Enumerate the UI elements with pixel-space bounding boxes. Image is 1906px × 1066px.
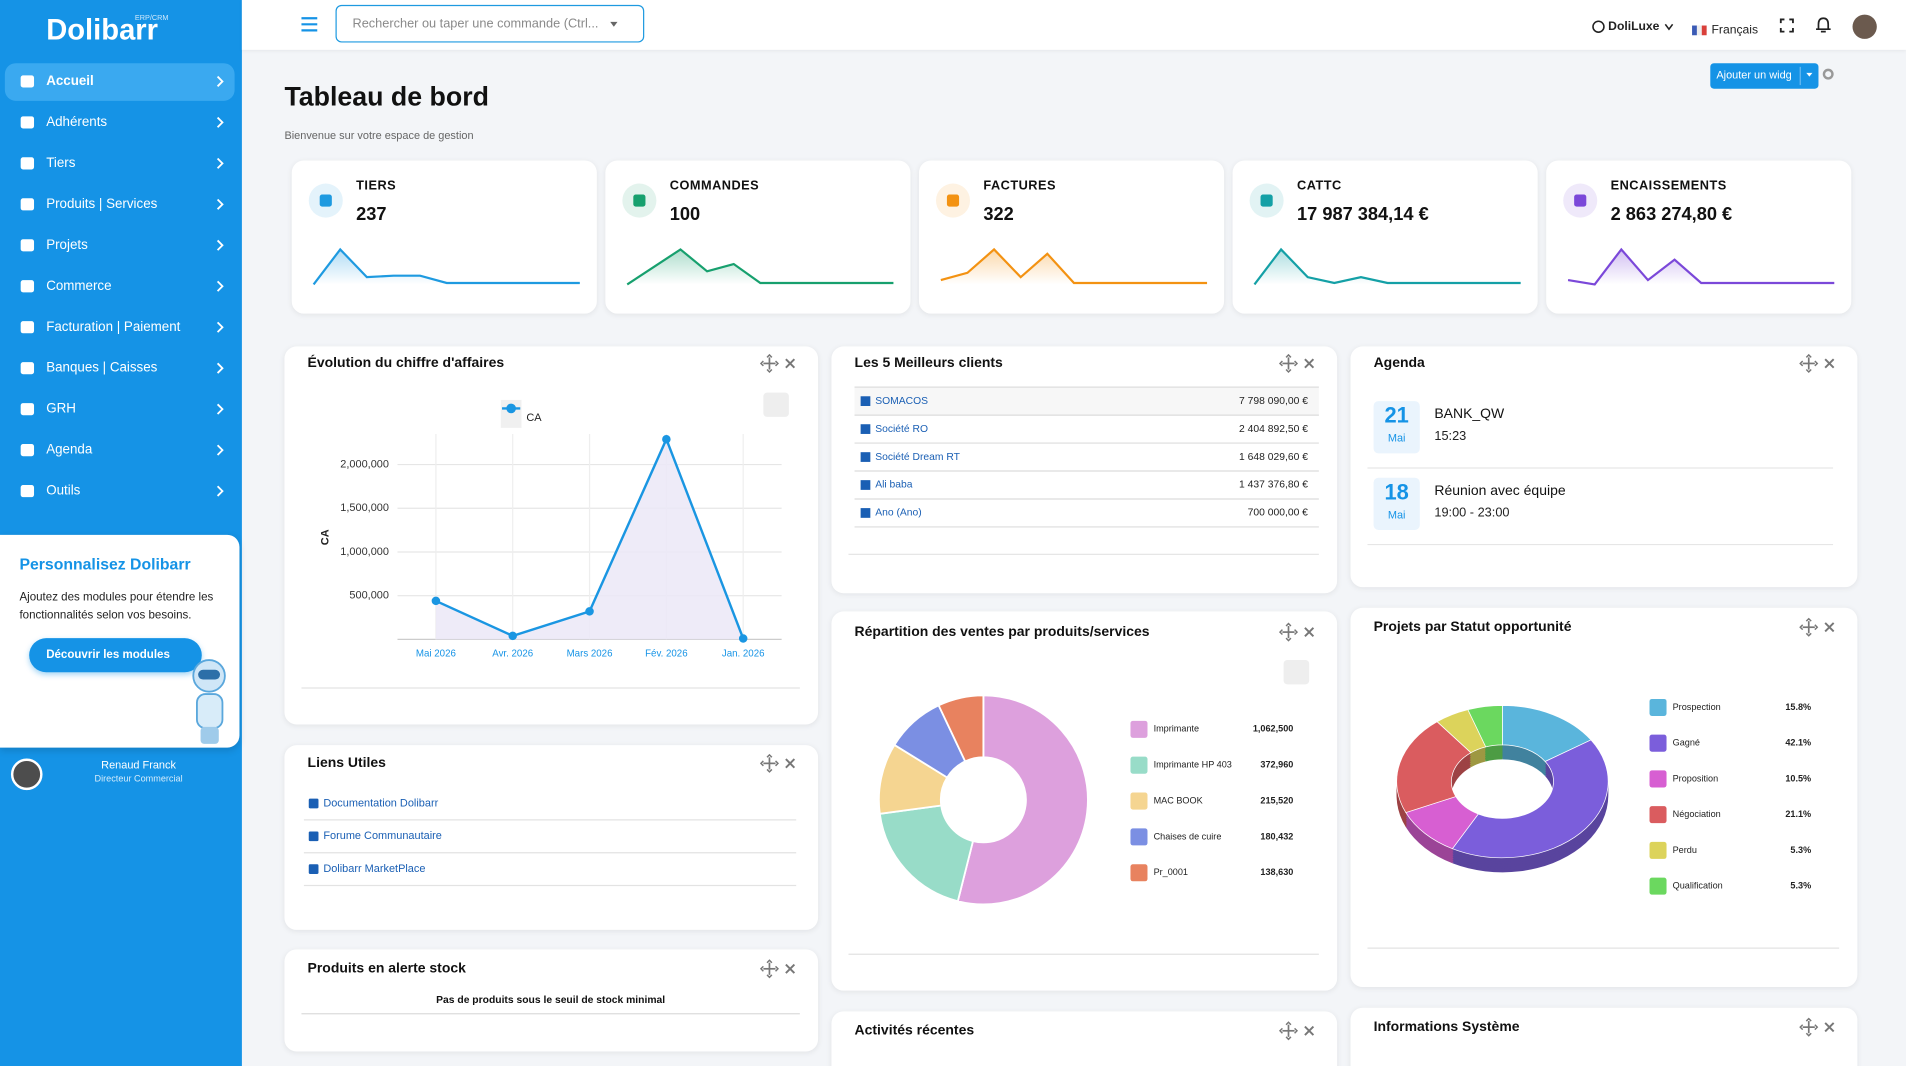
agenda-event[interactable] [1368, 396, 1842, 459]
kpi-card[interactable] [1546, 160, 1852, 314]
menu-item[interactable] [5, 145, 235, 183]
menu-item[interactable] [5, 227, 235, 265]
chart-menu-button[interactable] [763, 392, 789, 417]
widget-system [1350, 1007, 1858, 1066]
widget-move[interactable] [1279, 1021, 1298, 1040]
widget-move[interactable] [760, 959, 779, 978]
chart-menu-button[interactable] [1283, 660, 1310, 685]
widget-projects [1350, 607, 1858, 988]
fullscreen-button[interactable] [1776, 15, 1798, 37]
widget-links [284, 745, 819, 930]
kpi-card[interactable] [918, 160, 1225, 314]
widget-close[interactable] [1820, 618, 1839, 637]
widget-move[interactable] [1799, 1017, 1818, 1036]
menu-item[interactable] [5, 186, 235, 224]
menu-item[interactable] [5, 104, 235, 142]
menu-item[interactable] [5, 432, 235, 470]
notifications-button[interactable] [1812, 15, 1834, 37]
menu-item[interactable] [5, 350, 235, 388]
widget-close[interactable] [1299, 1021, 1318, 1040]
menu-item[interactable] [5, 473, 235, 511]
kpi-card[interactable] [291, 160, 597, 314]
menu-item[interactable] [5, 391, 235, 429]
widget-move[interactable] [760, 754, 779, 773]
user-menu[interactable] [1853, 15, 1877, 39]
menu-item[interactable] [5, 309, 235, 347]
page-subtitle: Bienvenue sur votre espace de gestion [284, 130, 473, 142]
entity-switch[interactable] [1588, 15, 1676, 39]
kpi-card[interactable] [605, 160, 911, 314]
widget-close[interactable] [1820, 354, 1839, 373]
promo-text: Ajoutez des modules pour étendre les fon… [19, 590, 214, 623]
widget-close[interactable] [1299, 622, 1318, 641]
widget-close[interactable] [780, 754, 799, 773]
widget-agenda [1350, 346, 1858, 588]
sidebar [0, 0, 242, 1066]
widget-move[interactable] [760, 354, 779, 373]
widget-top-clients [831, 346, 1338, 594]
widget-revenue [284, 346, 819, 725]
add-widget-button[interactable] [1710, 63, 1819, 89]
widget-stock [284, 949, 819, 1052]
widget-sales [831, 611, 1338, 991]
widget-close[interactable] [780, 959, 799, 978]
widget-close[interactable] [1820, 1017, 1839, 1036]
widget-close[interactable] [780, 354, 799, 373]
widget-close[interactable] [1299, 354, 1318, 373]
settings-button[interactable] [1821, 67, 1836, 82]
kpi-card[interactable] [1232, 160, 1538, 314]
search-box[interactable] [335, 4, 645, 43]
language-switch[interactable] [1687, 17, 1762, 41]
promo-button[interactable] [29, 638, 202, 673]
menu-toggle[interactable] [297, 12, 324, 36]
widget-move[interactable] [1279, 354, 1298, 373]
widget-move[interactable] [1799, 354, 1818, 373]
agenda-event[interactable] [1368, 473, 1842, 536]
widget-move[interactable] [1799, 618, 1818, 637]
menu-item-active[interactable] [4, 63, 235, 101]
widget-move[interactable] [1279, 622, 1298, 641]
menu-item[interactable] [5, 268, 235, 306]
widget-activities [831, 1011, 1338, 1066]
page-title: Tableau de bord [284, 82, 489, 112]
